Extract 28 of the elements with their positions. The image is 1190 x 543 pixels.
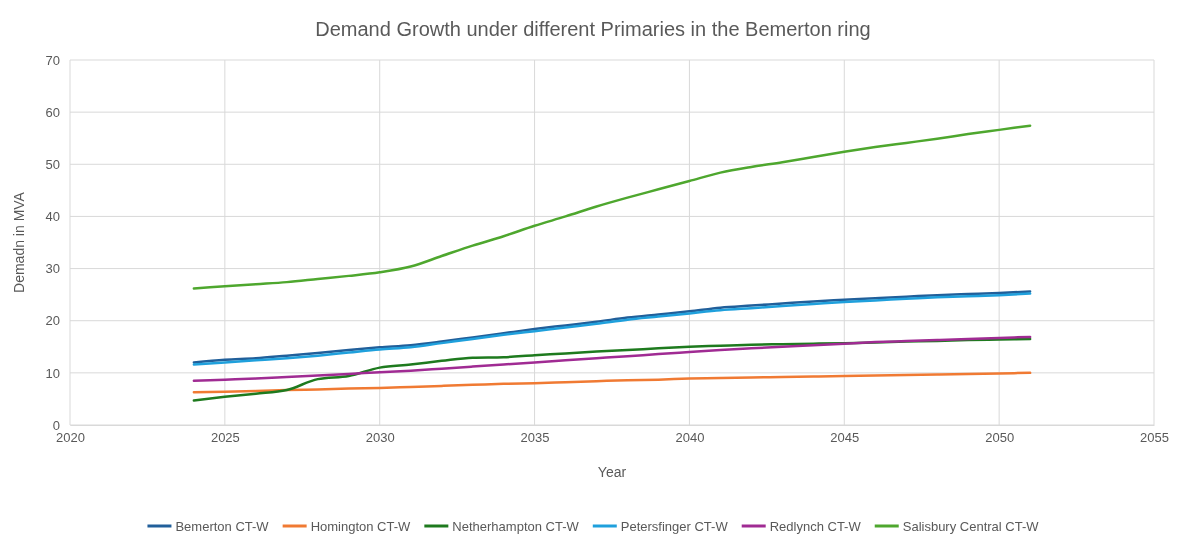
y-tick-label: 40 [45, 209, 60, 225]
x-tick-label: 2045 [830, 430, 860, 446]
line-series [192, 124, 1032, 290]
legend-label: Bemerton CT-W [175, 518, 270, 534]
x-axis-title: Year [597, 464, 627, 480]
x-tick-label: 2040 [675, 430, 705, 446]
y-tick-label: 10 [45, 365, 60, 381]
y-tick-label: 70 [45, 52, 60, 68]
y-tick-label: 0 [52, 417, 60, 433]
y-tick-label: 30 [45, 261, 60, 277]
x-tick-label: 2030 [365, 430, 395, 446]
legend-label: Redlynch CT-W [769, 518, 862, 534]
y-tick-label: 60 [45, 104, 60, 120]
y-tick-label: 50 [45, 156, 60, 172]
line-series [192, 371, 1032, 394]
x-tick-label: 2050 [985, 430, 1015, 446]
x-tick-label: 2020 [56, 430, 85, 446]
legend-label: Petersfinger CT-W [620, 518, 729, 534]
legend-label: Salisbury Central CT-W [902, 518, 1040, 534]
x-tick-label: 2035 [520, 430, 550, 446]
y-tick-label: 20 [45, 313, 60, 329]
x-tick-label: 2055 [1140, 430, 1169, 446]
line-series [192, 335, 1032, 382]
y-axis-title: Demadn in MVA [11, 191, 27, 293]
legend-label: Netherhampton CT-W [452, 518, 580, 534]
x-tick-label: 2025 [210, 430, 240, 446]
chart-title: Demand Growth under different Primaries in the Bemerton ring [315, 18, 871, 40]
legend-label: Homington CT-W [310, 518, 412, 534]
